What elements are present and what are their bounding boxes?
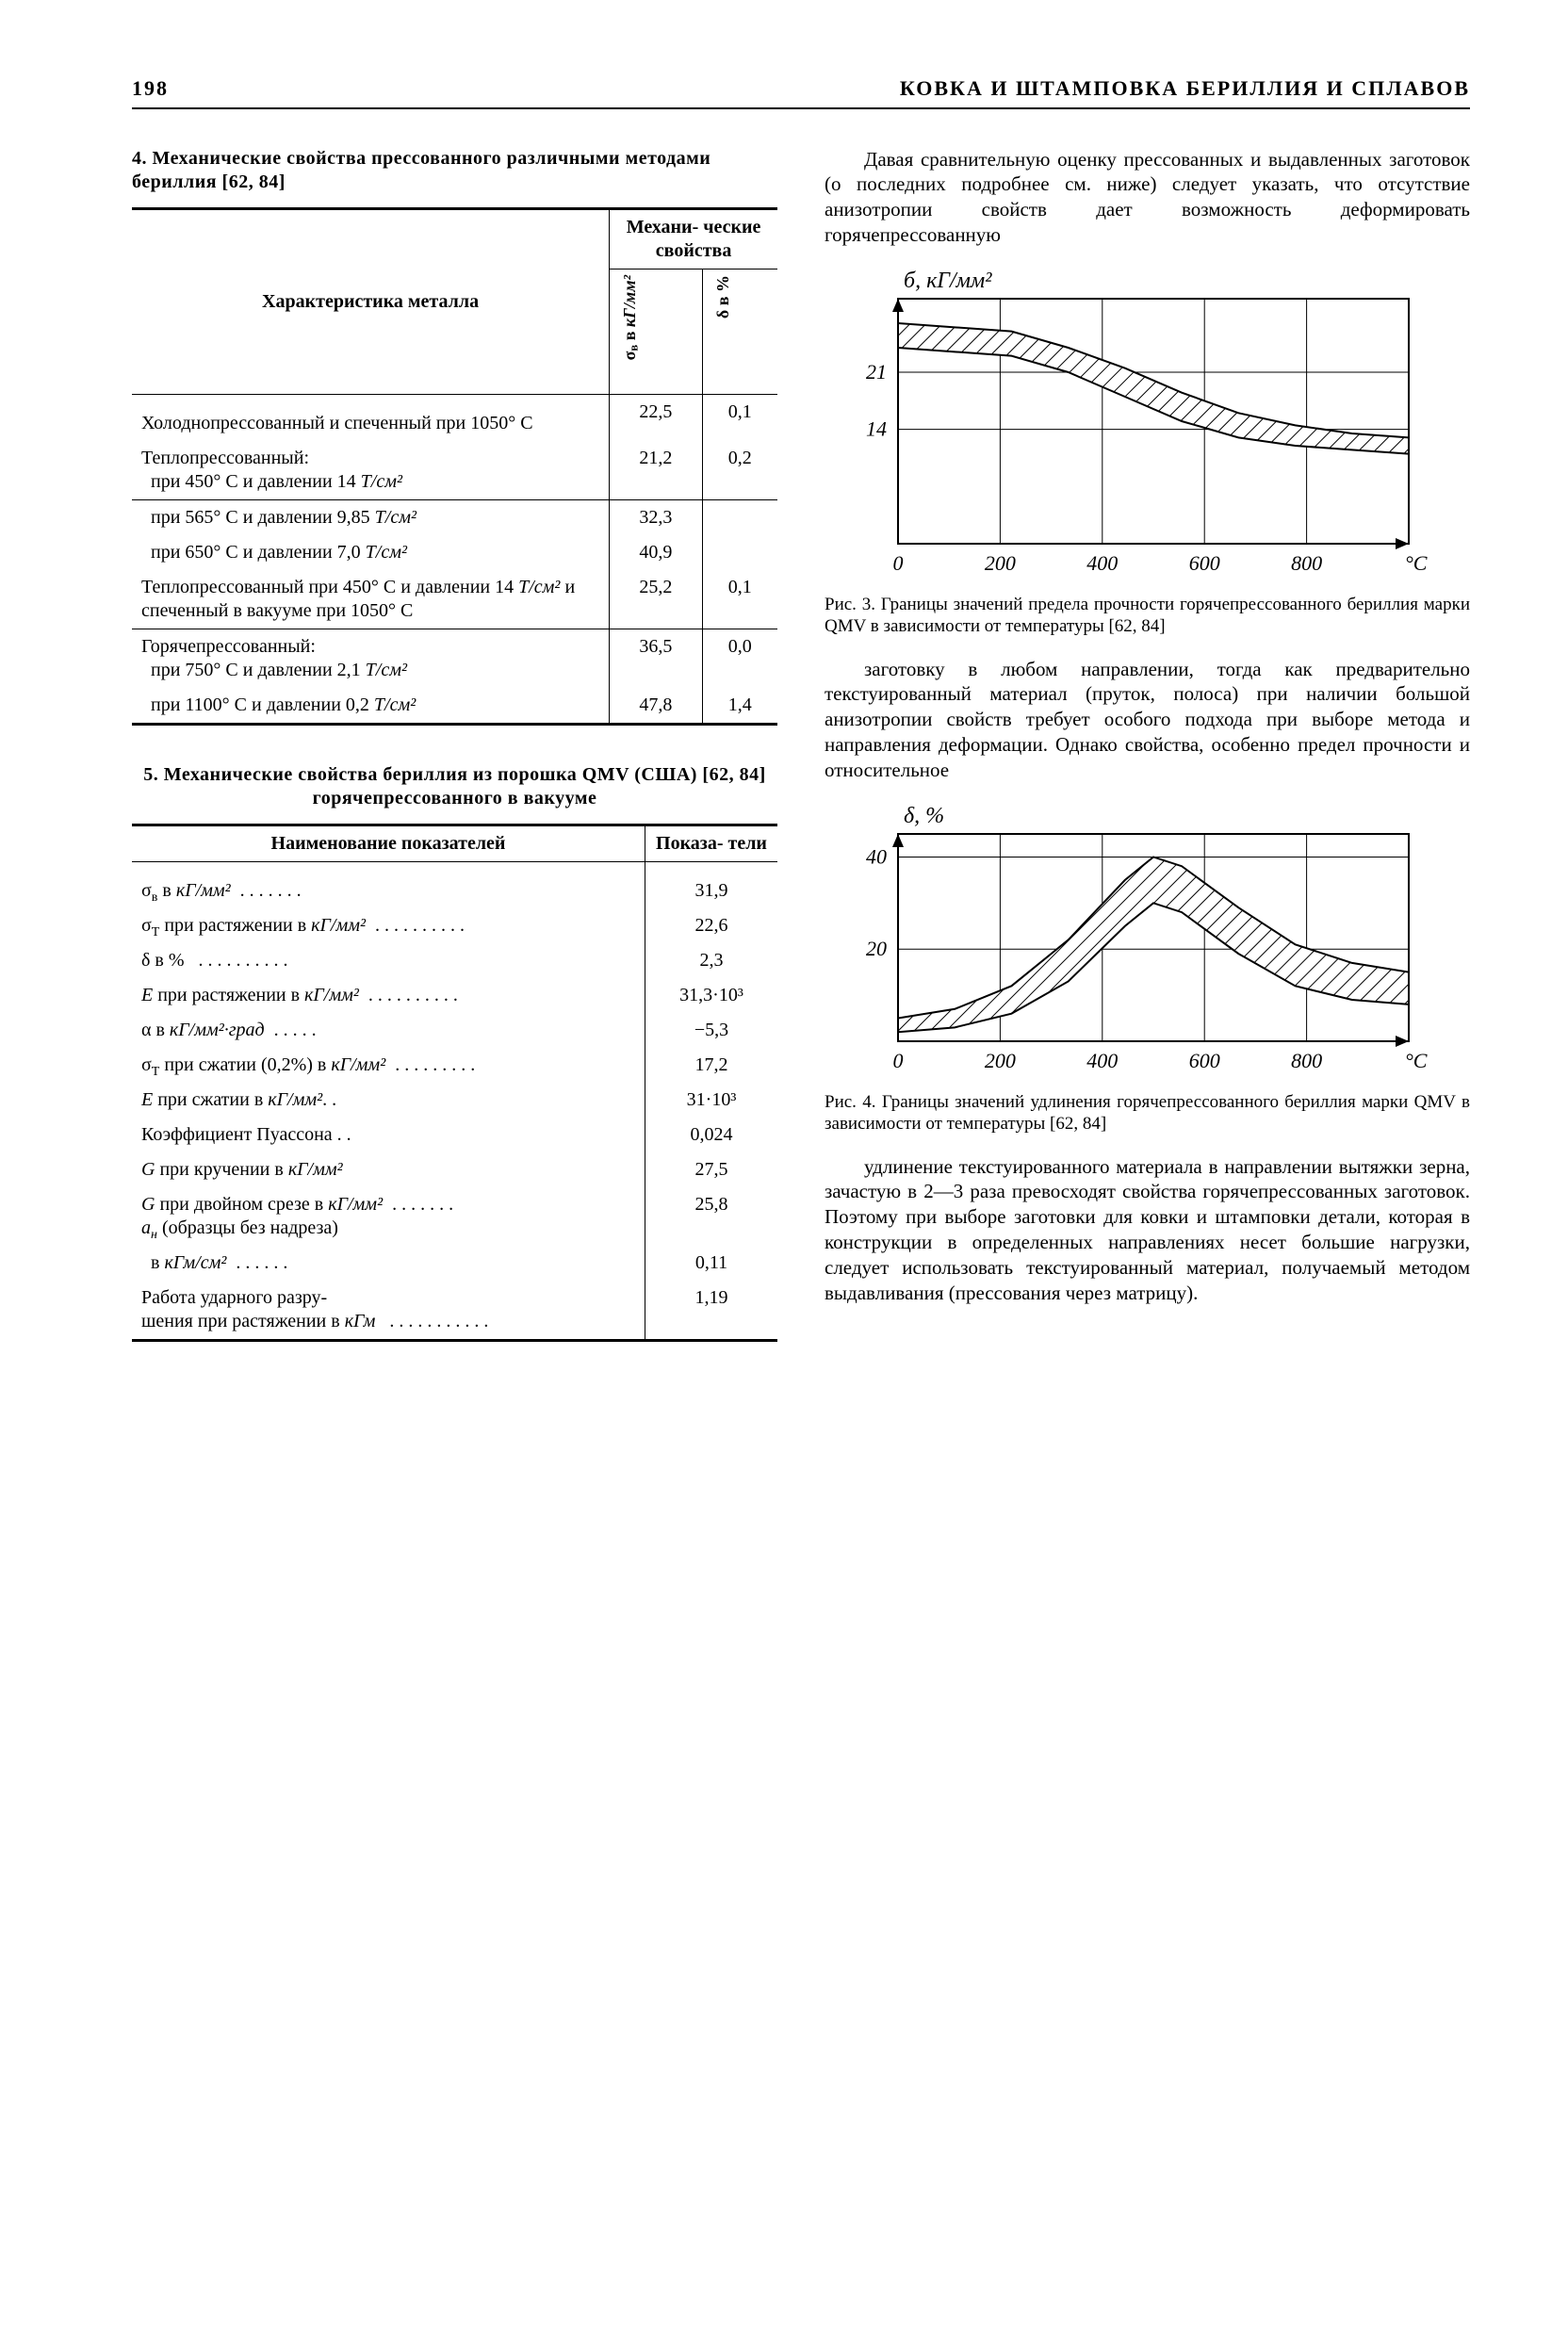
svg-text:400: 400 (1086, 1049, 1118, 1072)
table5-row-value: 17,2 (645, 1048, 778, 1083)
svg-text:20: 20 (866, 937, 887, 960)
table4: Характеристика металла Механи- ческие св… (132, 207, 777, 726)
svg-text:400: 400 (1086, 551, 1118, 575)
table4-row-label: при 565° С и давлении 9,85 Т/см² (132, 499, 610, 535)
table5-row-label: E при растяжении в кГ/мм² . . . . . . . … (132, 978, 645, 1013)
table5-row-label: σT при растяжении в кГ/мм² . . . . . . .… (132, 908, 645, 943)
table4-row-label: Горячепрессованный: при 750° С и давлени… (132, 629, 610, 688)
svg-text:14: 14 (866, 417, 887, 441)
table5-row-value: 0,11 (645, 1246, 778, 1281)
table4-row-delta: 0,1 (702, 394, 777, 441)
paragraph-1: Давая сравнительную оценку прессованных … (825, 147, 1470, 249)
table4-row-sigma: 25,2 (610, 570, 702, 629)
table4-row-delta (702, 499, 777, 535)
svg-text:600: 600 (1189, 1049, 1220, 1072)
table4-head-col1: Характеристика металла (132, 208, 610, 394)
table4-head-group: Механи- ческие свойства (610, 208, 777, 269)
svg-text:800: 800 (1291, 1049, 1322, 1072)
svg-text:21: 21 (866, 360, 887, 384)
paragraph-2: заготовку в любом направлении, тогда как… (825, 657, 1470, 783)
svg-text:800: 800 (1291, 551, 1322, 575)
table5-row-label: G при двойном срезе в кГ/мм² . . . . . .… (132, 1187, 645, 1246)
figure-3-chart: 0 200 400 600 800 14 21 б, кГ/мм² °С (825, 265, 1428, 585)
table4-row-sigma: 36,5 (610, 629, 702, 688)
table5-row-value: 31·10³ (645, 1083, 778, 1118)
table5-row-label: σв в кГ/мм² . . . . . . . (132, 861, 645, 908)
table5-row-label: α в кГ/мм²·град . . . . . (132, 1013, 645, 1048)
table4-caption: 4. Механические свойства прессованного р… (132, 147, 777, 194)
table5-caption: 5. Механические свойства бериллия из пор… (132, 763, 777, 810)
table5-body: σв в кГ/мм² . . . . . . .31,9σT при раст… (132, 861, 777, 1340)
table4-row-sigma: 22,5 (610, 394, 702, 441)
table5-row-label: Коэффициент Пуассона . . (132, 1118, 645, 1152)
left-column: 4. Механические свойства прессованного р… (132, 147, 777, 1380)
table4-row-label: при 1100° С и давлении 0,2 Т/см² (132, 688, 610, 725)
table5-head-col1: Наименование показателей (132, 825, 645, 861)
table5-row-label: σT при сжатии (0,2%) в кГ/мм² . . . . . … (132, 1048, 645, 1083)
svg-text:°С: °С (1405, 1049, 1428, 1072)
table5-row-label: G при кручении в кГ/мм² (132, 1152, 645, 1187)
svg-text:0: 0 (893, 551, 904, 575)
svg-text:°С: °С (1405, 551, 1428, 575)
svg-text:200: 200 (985, 551, 1016, 575)
table4-row-delta: 0,0 (702, 629, 777, 688)
table4-row-label: Теплопрессованный: при 450° С и давлении… (132, 441, 610, 500)
table5-row-value: 27,5 (645, 1152, 778, 1187)
table4-row-sigma: 47,8 (610, 688, 702, 725)
running-head-text: КОВКА И ШТАМПОВКА БЕРИЛЛИЯ И СПЛАВОВ (900, 75, 1470, 102)
svg-text:δ, %: δ, % (904, 804, 944, 828)
table5-row-value: 1,19 (645, 1281, 778, 1341)
svg-text:0: 0 (893, 1049, 904, 1072)
table5-row-label: Работа ударного разру- шения при растяже… (132, 1281, 645, 1341)
svg-text:40: 40 (866, 844, 887, 868)
svg-text:600: 600 (1189, 551, 1220, 575)
table5-row-value: 31,3·10³ (645, 978, 778, 1013)
table4-row-label: Холоднопрессованный и спеченный при 1050… (132, 394, 610, 441)
table5-row-value: 25,8 (645, 1187, 778, 1246)
table4-row-delta: 0,2 (702, 441, 777, 500)
table5-row-value: 2,3 (645, 943, 778, 978)
figure-4-chart: 0 200 400 600 800 20 40 δ, % °С (825, 800, 1428, 1083)
figure-3-caption: Рис. 3. Границы значений предела прочнос… (825, 595, 1470, 638)
table5-row-value: 22,6 (645, 908, 778, 943)
table4-row-sigma: 40,9 (610, 535, 702, 570)
table4-row-sigma: 32,3 (610, 499, 702, 535)
svg-text:200: 200 (985, 1049, 1016, 1072)
table4-head-sigma: σв в кГ/мм² (619, 275, 641, 360)
table5-head-col2: Показа- тели (645, 825, 778, 861)
table4-row-label: Теплопрессованный при 450° С и давлении … (132, 570, 610, 629)
figure-3: 0 200 400 600 800 14 21 б, кГ/мм² °С (825, 265, 1470, 585)
table5: Наименование показателей Показа- тели σв… (132, 824, 777, 1342)
table4-body: Холоднопрессованный и спеченный при 1050… (132, 394, 777, 724)
table5-row-label: δ в % . . . . . . . . . . (132, 943, 645, 978)
right-column: Давая сравнительную оценку прессованных … (825, 147, 1470, 1380)
table4-head-delta: δ в % (712, 275, 734, 318)
running-head: 198 КОВКА И ШТАМПОВКА БЕРИЛЛИЯ И СПЛАВОВ (132, 75, 1470, 109)
svg-text:б, кГ/мм²: б, кГ/мм² (904, 269, 992, 293)
table5-row-value: 31,9 (645, 861, 778, 908)
table5-row-label: в кГм/см² . . . . . . (132, 1246, 645, 1281)
table4-row-delta: 0,1 (702, 570, 777, 629)
table5-row-value: 0,024 (645, 1118, 778, 1152)
paragraph-3: удлинение текстуированного материала в н… (825, 1154, 1470, 1306)
table4-row-delta (702, 535, 777, 570)
table4-row-sigma: 21,2 (610, 441, 702, 500)
table4-row-delta: 1,4 (702, 688, 777, 725)
table5-row-value: −5,3 (645, 1013, 778, 1048)
page-number: 198 (132, 75, 169, 102)
figure-4: 0 200 400 600 800 20 40 δ, % °С (825, 800, 1470, 1083)
table5-row-label: E при сжатии в кГ/мм². . (132, 1083, 645, 1118)
figure-4-caption: Рис. 4. Границы значений удлинения горяч… (825, 1092, 1470, 1135)
table4-row-label: при 650° С и давлении 7,0 Т/см² (132, 535, 610, 570)
